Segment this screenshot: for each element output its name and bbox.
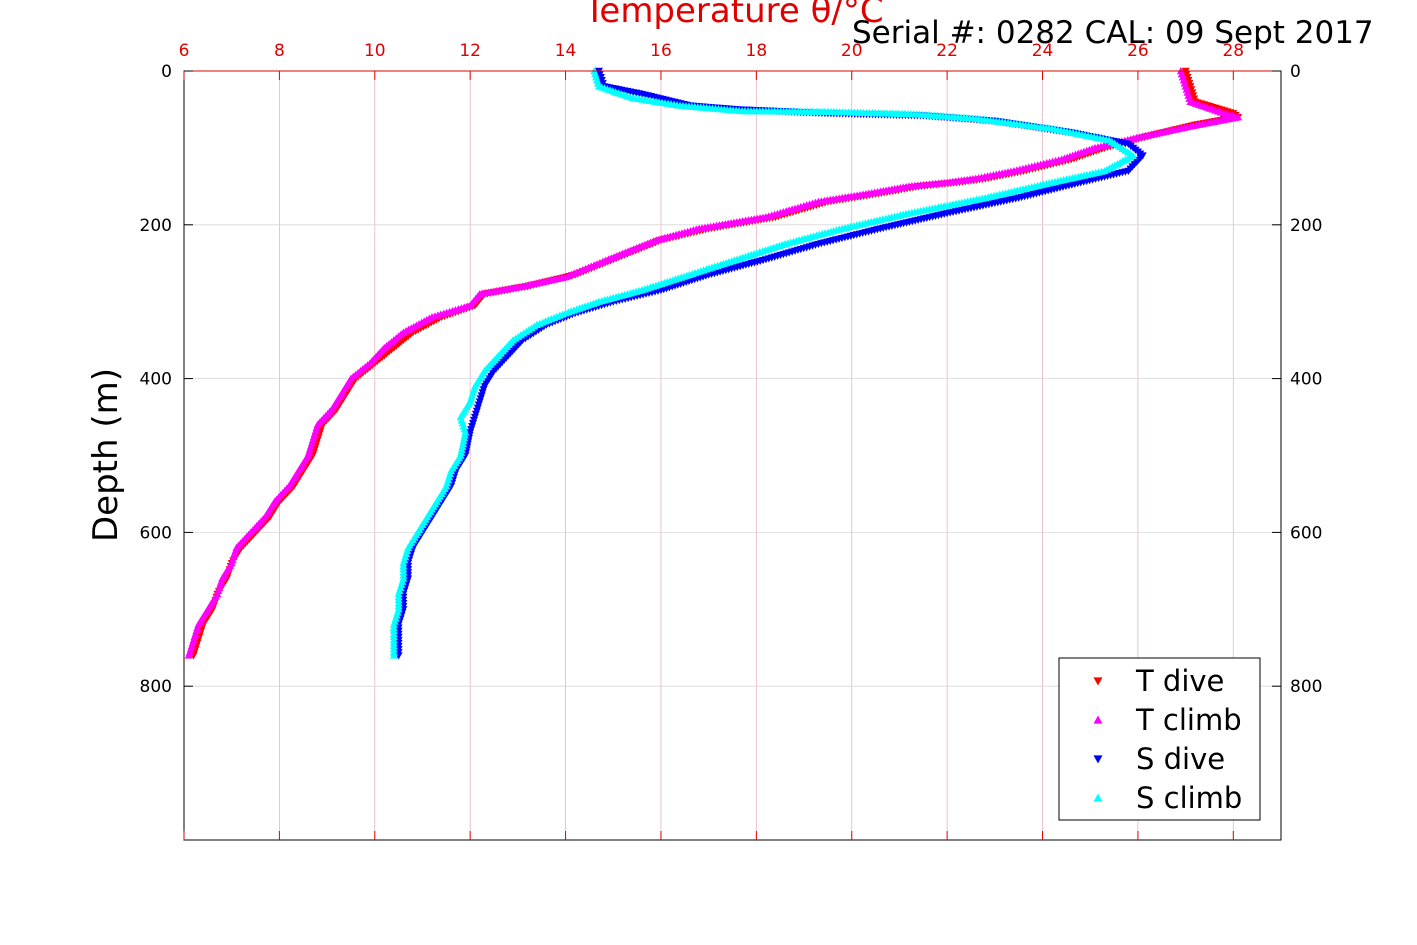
serial-caption: Serial #: 0282 CAL: 09 Sept 2017 [852, 15, 1374, 51]
data-point [458, 442, 467, 451]
data-point [459, 437, 468, 445]
x-top-tick-label: 10 [364, 41, 386, 61]
legend: T dive T climb S dive S climb [1058, 657, 1261, 821]
legend-marker [1093, 715, 1103, 724]
legend-box [1058, 657, 1261, 821]
y-left-tick-label: 0 [161, 62, 172, 82]
x-top-tick-label: 26 [1127, 41, 1149, 61]
x-top-tick-label: 8 [274, 41, 285, 61]
series-s-climb [389, 67, 1138, 659]
y-right-tick-label: 600 [1290, 523, 1322, 543]
legend-marker [1093, 793, 1103, 802]
x-top-tick-label: 6 [179, 41, 190, 61]
legend-label: S climb [1136, 781, 1242, 815]
data-point [389, 651, 398, 659]
x-top-tick-label: 22 [936, 41, 958, 61]
y-axis-title: Depth (m) [86, 368, 126, 542]
x-top-tick-label: 18 [746, 41, 768, 61]
data-point [184, 651, 193, 659]
x-top-tick-label: 24 [1032, 41, 1054, 61]
y-right-tick-label: 800 [1290, 677, 1322, 697]
data-point [457, 445, 466, 453]
data-point [459, 439, 468, 448]
x-top-tick-label: 12 [459, 41, 481, 61]
y-right-tick-label: 0 [1290, 62, 1301, 82]
legend-label: T dive [1135, 664, 1224, 698]
y-left-tick-label: 800 [140, 677, 172, 697]
y-left-tick-label: 600 [140, 523, 172, 543]
series-t-climb [184, 67, 1243, 659]
legend-label: S dive [1136, 742, 1225, 776]
legend-label: T climb [1135, 703, 1242, 737]
y-right-tick-label: 200 [1290, 216, 1322, 236]
data-point [460, 431, 469, 439]
y-right-tick-label: 400 [1290, 370, 1322, 390]
legend-marker [1093, 677, 1103, 686]
x-top-tick-label: 20 [841, 41, 863, 61]
axes: 6 8 10 12 14 16 18 20 22 24 26 28 0 0 200 200 400 400 600 6… [140, 41, 1322, 840]
data-point [461, 428, 470, 436]
legend-items: T dive T climb S dive S climb [1093, 664, 1242, 815]
x-top-tick-label: 14 [555, 41, 577, 61]
x-top-tick-label: 28 [1222, 41, 1244, 61]
y-left-tick-label: 200 [140, 216, 172, 236]
data-layer [184, 67, 1243, 660]
data-point [460, 434, 469, 442]
y-left-tick-label: 400 [140, 370, 172, 390]
top-axis-title: Temperature θ/°C [583, 0, 883, 31]
x-top-tick-label: 16 [650, 41, 672, 61]
data-point [457, 448, 466, 456]
legend-marker [1093, 755, 1103, 764]
